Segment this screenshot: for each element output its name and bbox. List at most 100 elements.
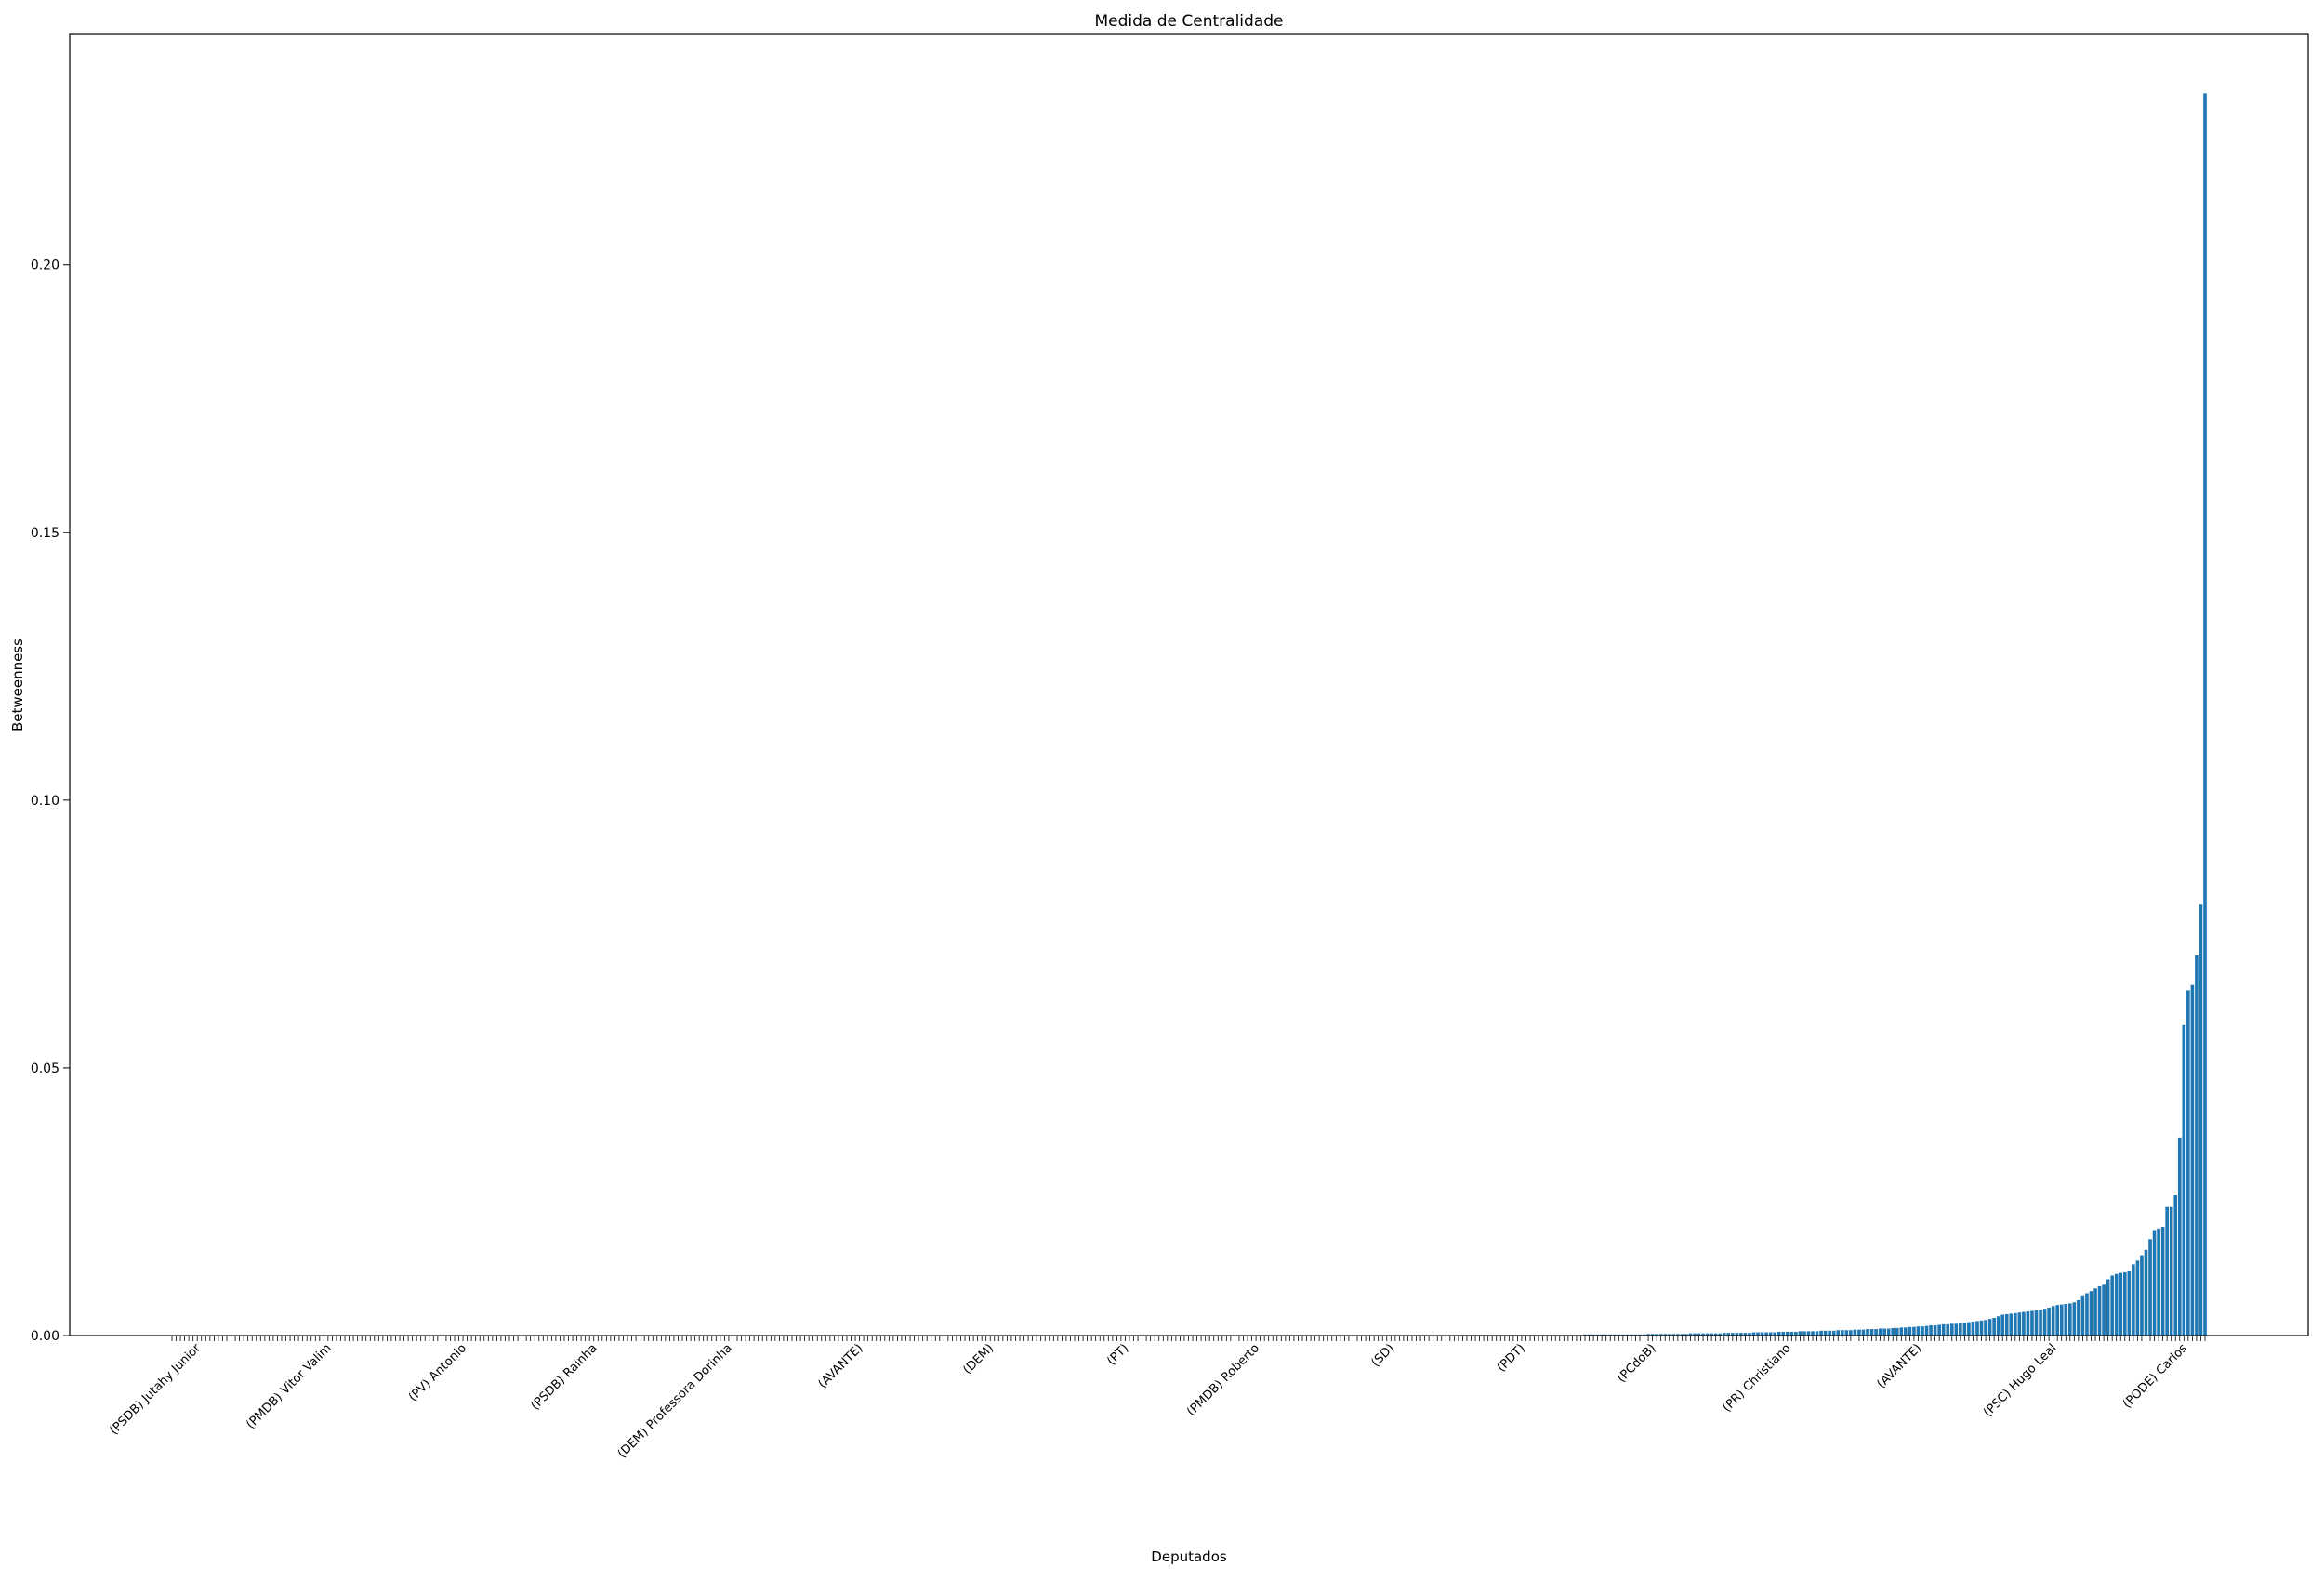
bar [2000, 1314, 2005, 1336]
bar [1861, 1329, 1866, 1336]
bar [1933, 1325, 1937, 1336]
bar [1713, 1333, 1718, 1336]
y-tick-label: 0.15 [31, 526, 59, 541]
bar [1828, 1330, 1831, 1336]
bar [2173, 1195, 2178, 1336]
bar [1751, 1332, 1756, 1336]
bar [1967, 1322, 1971, 1336]
bar [2055, 1305, 2060, 1336]
bar [1667, 1334, 1671, 1336]
bar [1874, 1329, 1878, 1336]
bar [1941, 1323, 1946, 1336]
bar [1996, 1316, 2000, 1336]
plot-frame [69, 33, 2309, 1336]
bar [1748, 1333, 1751, 1336]
bar [2140, 1255, 2144, 1336]
bar [1912, 1326, 1916, 1336]
bar [1886, 1328, 1891, 1336]
bar [2051, 1306, 2055, 1336]
bar [2160, 1227, 2165, 1336]
bar [2042, 1309, 2047, 1336]
bar [1929, 1325, 1933, 1336]
bar [1937, 1324, 1941, 1336]
bar [1831, 1330, 1836, 1336]
bar [2127, 1271, 2132, 1336]
bar [1819, 1330, 1823, 1336]
bar [1718, 1333, 1723, 1336]
bar [1992, 1317, 1996, 1336]
bar [1891, 1327, 1895, 1336]
bar [2148, 1239, 2152, 1336]
bar [2093, 1288, 2097, 1336]
bar [2004, 1313, 2009, 1336]
bar [2106, 1279, 2110, 1336]
bar [1658, 1334, 1663, 1336]
bar [1794, 1331, 1798, 1336]
bar [1789, 1331, 1794, 1336]
chart-title: Medida de Centralidade [1095, 12, 1284, 31]
y-axis: 0.00 0.05 0.10 0.15 0.20 [31, 258, 70, 1344]
bar [1866, 1329, 1869, 1336]
bar [1962, 1323, 1967, 1336]
bar [2085, 1293, 2089, 1336]
bar [2110, 1275, 2114, 1336]
bar [2199, 904, 2203, 1336]
bar [2077, 1299, 2080, 1336]
bar [1823, 1330, 1828, 1336]
x-axis [171, 1336, 2206, 1341]
bar [2122, 1272, 2127, 1336]
bar [1869, 1329, 1874, 1336]
bar [1764, 1332, 1768, 1336]
bar [1655, 1334, 1658, 1336]
bar [1853, 1329, 1857, 1336]
bar [2080, 1295, 2085, 1336]
bar [1776, 1331, 1781, 1336]
bar [1705, 1333, 1710, 1336]
bar [1987, 1319, 1992, 1336]
bar [1756, 1332, 1760, 1336]
bar [2009, 1313, 2014, 1336]
bar [2097, 1285, 2102, 1336]
bar [1781, 1331, 1786, 1336]
bar [2135, 1260, 2140, 1336]
bar [1701, 1333, 1705, 1336]
bar [1811, 1331, 1815, 1336]
bar [2026, 1311, 2030, 1336]
bar [2089, 1291, 2093, 1336]
y-axis-title: Betweenness [9, 639, 26, 731]
bar [1739, 1333, 1743, 1336]
bar [1954, 1323, 1959, 1336]
bar [2114, 1273, 2119, 1336]
bar [2169, 1206, 2173, 1336]
bar [1735, 1333, 1739, 1336]
bar [1693, 1333, 1697, 1336]
bar [2182, 1024, 2186, 1336]
bar-series [1457, 93, 2207, 1336]
y-tick-label: 0.10 [31, 794, 59, 809]
bar [1921, 1326, 1924, 1336]
bar [1959, 1323, 1962, 1336]
bar [2152, 1230, 2157, 1336]
y-tick-label: 0.05 [31, 1061, 59, 1076]
bar [2067, 1303, 2072, 1336]
bar [1773, 1332, 1777, 1336]
bar [2195, 955, 2199, 1336]
bar [2132, 1264, 2135, 1336]
bar [1840, 1330, 1844, 1336]
bar [1946, 1323, 1950, 1336]
bar [1904, 1327, 1908, 1336]
bar [1663, 1334, 1668, 1336]
bar [1924, 1325, 1929, 1336]
bar [2014, 1312, 2017, 1336]
bar [2190, 984, 2195, 1336]
bar [1680, 1334, 1684, 1336]
bar [1844, 1330, 1849, 1336]
bar [2064, 1304, 2068, 1336]
x-axis-title: Deputados [1151, 1548, 1227, 1565]
bar [1899, 1327, 1904, 1336]
bar [1895, 1327, 1899, 1336]
bar [2022, 1311, 2026, 1336]
bar [1849, 1330, 1853, 1336]
bar [1882, 1328, 1886, 1336]
